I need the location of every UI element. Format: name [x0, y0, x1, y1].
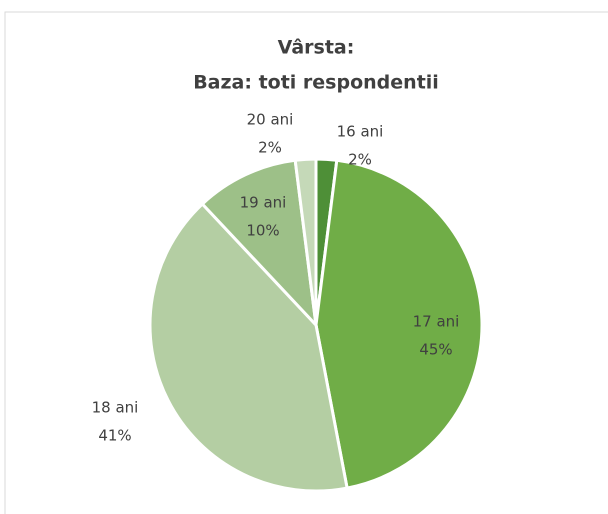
slice-value-label: 2%: [258, 139, 282, 157]
slice-category-label: 19 ani: [240, 194, 287, 212]
slice-value-label: 41%: [98, 427, 131, 445]
pie-slice: [293, 157, 318, 326]
slice-category-label: 20 ani: [247, 111, 294, 129]
slice-value-label: 45%: [419, 341, 452, 359]
chart-subtitle: Baza: toti respondentii: [193, 72, 439, 94]
chart-title: Vârsta:: [278, 37, 355, 59]
pie-slice: [148, 201, 349, 493]
slice-category-label: 16 ani: [337, 123, 384, 141]
slice-category-label: 17 ani: [413, 313, 460, 331]
slice-value-label: 2%: [348, 151, 372, 169]
pie-slice: [314, 158, 484, 490]
pie-slice: [200, 158, 319, 330]
slice-category-label: 18 ani: [92, 399, 139, 417]
chart-border: [4, 11, 608, 514]
slice-value-label: 10%: [246, 222, 279, 240]
